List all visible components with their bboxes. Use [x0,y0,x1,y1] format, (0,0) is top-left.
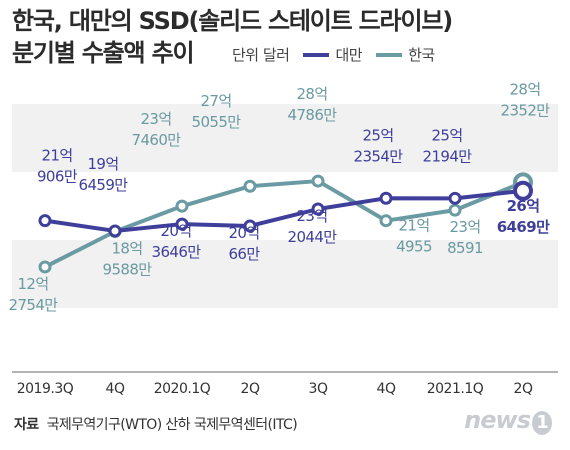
data-label: 19억 [87,155,118,173]
data-label: 3646만 [152,243,202,261]
data-label: 12억 [17,275,48,293]
x-tick-label: 2019.3Q [17,381,74,397]
data-point [175,199,189,213]
data-label: 4786만 [288,106,338,124]
data-label: 23억 [296,207,327,225]
data-label: 2044만 [288,228,338,246]
source-text: 국제무역기구(WTO) 산하 국제무역센터(ITC) [46,417,298,433]
data-point [243,179,257,193]
background-band [12,104,558,172]
data-point [175,217,189,231]
background-band [12,308,558,372]
source-label: 자료 [14,417,39,433]
x-tick-label: 2Q [241,381,260,397]
legend-label-korea: 한국 [408,46,435,64]
data-label: 18억 [111,240,142,258]
chart-title-line2: 분기별 수출액 추이 [12,39,195,67]
data-point [108,224,122,238]
data-label: 7460만 [132,131,182,149]
x-tick-label: 4Q [106,381,125,397]
data-label: 25억 [362,126,393,144]
data-label: 21억 [398,217,429,235]
series-line-taiwan [44,188,524,233]
x-tick-label: 2020.1Q [154,381,211,397]
logo-text: news [464,406,531,434]
unit-label: 단위 달러 [232,46,290,64]
data-label: 6459만 [79,176,129,194]
data-point [379,191,393,205]
x-tick-label: 4Q [377,381,396,397]
data-label: 2352만 [501,101,551,119]
legend: 단위 달러 대만 한국 [232,44,435,65]
data-point [311,174,325,188]
data-point [38,260,52,274]
data-label: 2194만 [423,147,473,165]
data-label: 5055만 [192,113,242,131]
data-point [311,202,325,216]
data-label: 28억 [296,85,327,103]
x-tick-label: 2Q [514,381,533,397]
series-line-korea [44,179,524,269]
data-label: 27억 [200,92,231,110]
source-note: 자료 국제무역기구(WTO) 산하 국제무역센터(ITC) [14,414,298,434]
data-label: 21억 [41,147,72,165]
data-label: 23억 [140,110,171,128]
data-point [38,214,52,228]
data-point [448,191,462,205]
data-label: 906만 [37,168,78,186]
data-label: 26억 [507,197,540,215]
data-label: 8591 [447,239,483,257]
data-label: 4955 [396,238,432,256]
news1-logo: news 1 [464,406,552,435]
legend-swatch-korea [376,52,403,57]
data-label: 6469만 [497,218,550,236]
data-label: 2354만 [354,147,404,165]
data-point [448,203,462,217]
data-label: 20억 [160,222,191,240]
legend-swatch-taiwan [303,52,330,57]
data-point [379,214,393,228]
x-tick-label: 3Q [309,381,328,397]
background-band [12,240,558,308]
data-label: 2754만 [9,296,59,314]
logo-mark: 1 [532,411,552,435]
data-label: 23억 [449,218,480,236]
chart-title-line1: 한국, 대만의 SSD(솔리드 스테이트 드라이브) [12,7,453,35]
data-label: 25억 [431,126,462,144]
data-label: 9588만 [103,261,153,279]
x-tick-label: 2021.1Q [427,381,484,397]
data-label: 66만 [228,245,260,263]
data-point [243,219,257,233]
data-label: 28억 [509,80,540,98]
data-label: 20억 [228,224,259,242]
data-point [513,180,533,201]
legend-label-taiwan: 대만 [335,46,363,64]
